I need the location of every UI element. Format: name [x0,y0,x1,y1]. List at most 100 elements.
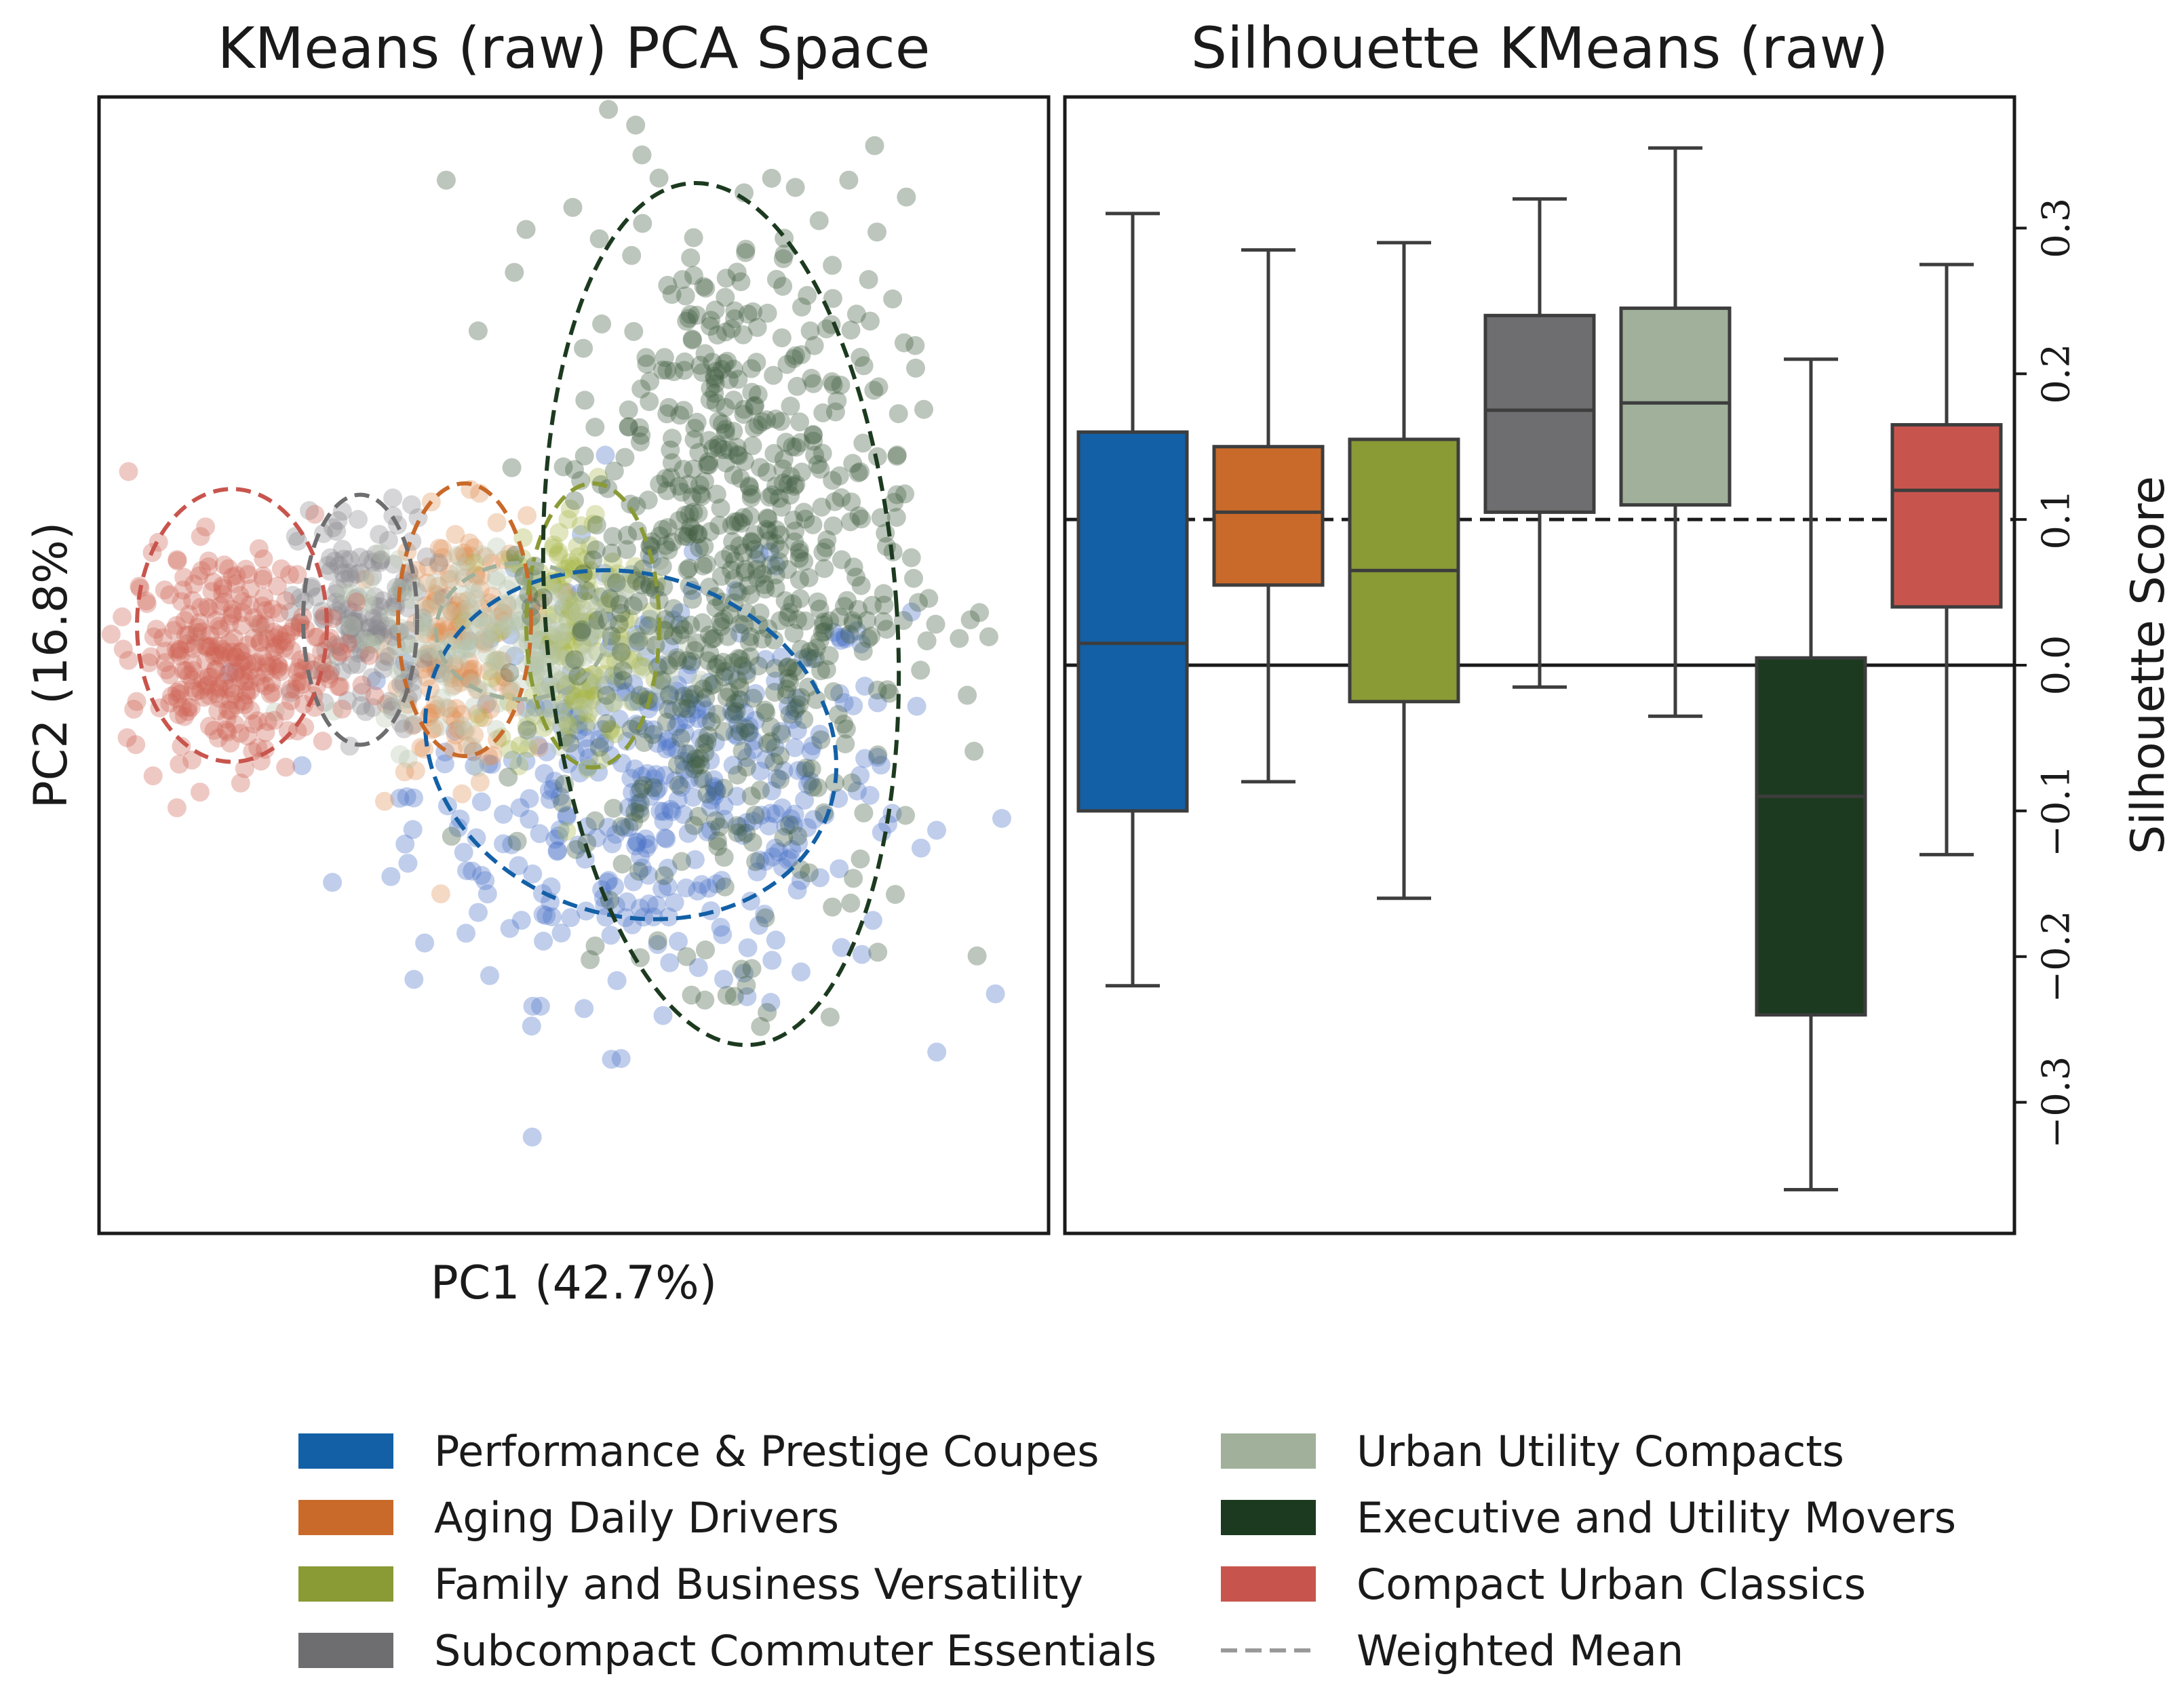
scatter-point [674,751,693,771]
legend-label: Family and Business Versatility [434,1560,1083,1609]
scatter-point [345,612,365,632]
scatter-point [455,557,475,576]
scatter-point [555,650,574,669]
scatter-point [627,832,646,852]
scatter-point [560,589,579,608]
scatter-point [575,615,594,635]
scatter-point [359,628,379,648]
scatter-point [785,804,804,824]
scatter-point [716,453,736,473]
scatter-point [183,660,203,680]
scatter-point [178,702,197,721]
scatter-point [718,627,738,646]
scatter-point [823,471,842,490]
scatter-point [448,719,467,739]
scatter-point [680,304,700,324]
scatter-point [402,646,422,665]
scatter-point [585,622,605,641]
scatter-point [113,639,133,659]
scatter-point [328,578,347,598]
scatter-point [544,535,564,555]
scatter-point [725,551,744,570]
scatter-point [486,719,506,739]
scatter-point [846,304,866,324]
scatter-point [540,635,560,654]
scatter-point [370,553,389,572]
scatter-point [749,656,768,676]
scatter-point [179,605,199,625]
scatter-point [581,677,601,696]
scatter-point [585,686,604,706]
scatter-point [587,620,607,639]
scatter-point [265,702,285,721]
scatter-point [660,637,680,657]
scatter-point [338,609,358,629]
scatter-point [733,325,753,344]
scatter-point [526,698,545,717]
scatter-point [624,650,644,670]
scatter-point [777,355,797,374]
scatter-point [328,511,348,530]
scatter-point [960,610,980,630]
scatter-point [415,620,435,639]
scatter-point [616,908,636,928]
box-panel: Silhouette KMeans (raw) −0.3 −0.2 −0.1 0.0 0… [1063,15,2175,1235]
scatter-point [557,806,577,825]
scatter-point [671,778,691,797]
scatter-point [349,510,368,529]
scatter-point [950,629,969,648]
scatter-point [705,366,724,386]
scatter-point [632,575,652,595]
scatter-point [549,523,569,542]
scatter-point [558,595,577,615]
scatter-point [712,871,732,890]
scatter-point [842,773,861,793]
scatter-point [707,780,726,800]
box-ylabel: Silhouette Score [2122,476,2175,854]
scatter-point [283,586,303,605]
scatter-point [810,724,830,744]
scatter-point [572,622,591,642]
scatter-point [787,721,807,740]
scatter-point [731,584,751,604]
scatter-point [555,622,574,642]
scatter-point [791,871,811,890]
scatter-point [728,726,747,746]
scatter-point [375,652,395,671]
scatter-point [583,674,602,694]
scatter-point [851,849,870,869]
scatter-point [622,245,642,265]
scatter-point [448,645,467,665]
scatter-point [492,620,512,640]
scatter-point [860,311,880,331]
scatter-point [558,715,578,734]
scatter-point [678,824,698,844]
scatter-point [657,481,677,500]
scatter-point [715,877,735,896]
scatter-point [616,682,636,702]
scatter-point [730,817,750,837]
scatter-point [680,685,700,705]
scatter-point [376,694,396,714]
scatter-point [734,399,754,419]
scatter-point [716,662,735,681]
legend-swatch [298,1633,393,1668]
scatter-point [679,635,698,655]
scatter-point [366,544,386,564]
scatter-point [332,699,352,719]
scatter-point [417,573,437,593]
scatter-point [460,669,479,688]
scatter-point [636,838,656,858]
scatter-point [534,932,553,951]
scatter-point [661,799,680,819]
scatter-point [592,314,612,334]
scatter-point [571,516,591,536]
scatter-point [602,834,622,854]
scatter-point [756,703,776,723]
scatter-point [672,482,692,502]
scatter-point [528,736,548,755]
scatter-point [448,561,468,581]
scatter-point [562,653,581,673]
scatter-point [367,634,387,654]
scatter-point [667,675,687,695]
